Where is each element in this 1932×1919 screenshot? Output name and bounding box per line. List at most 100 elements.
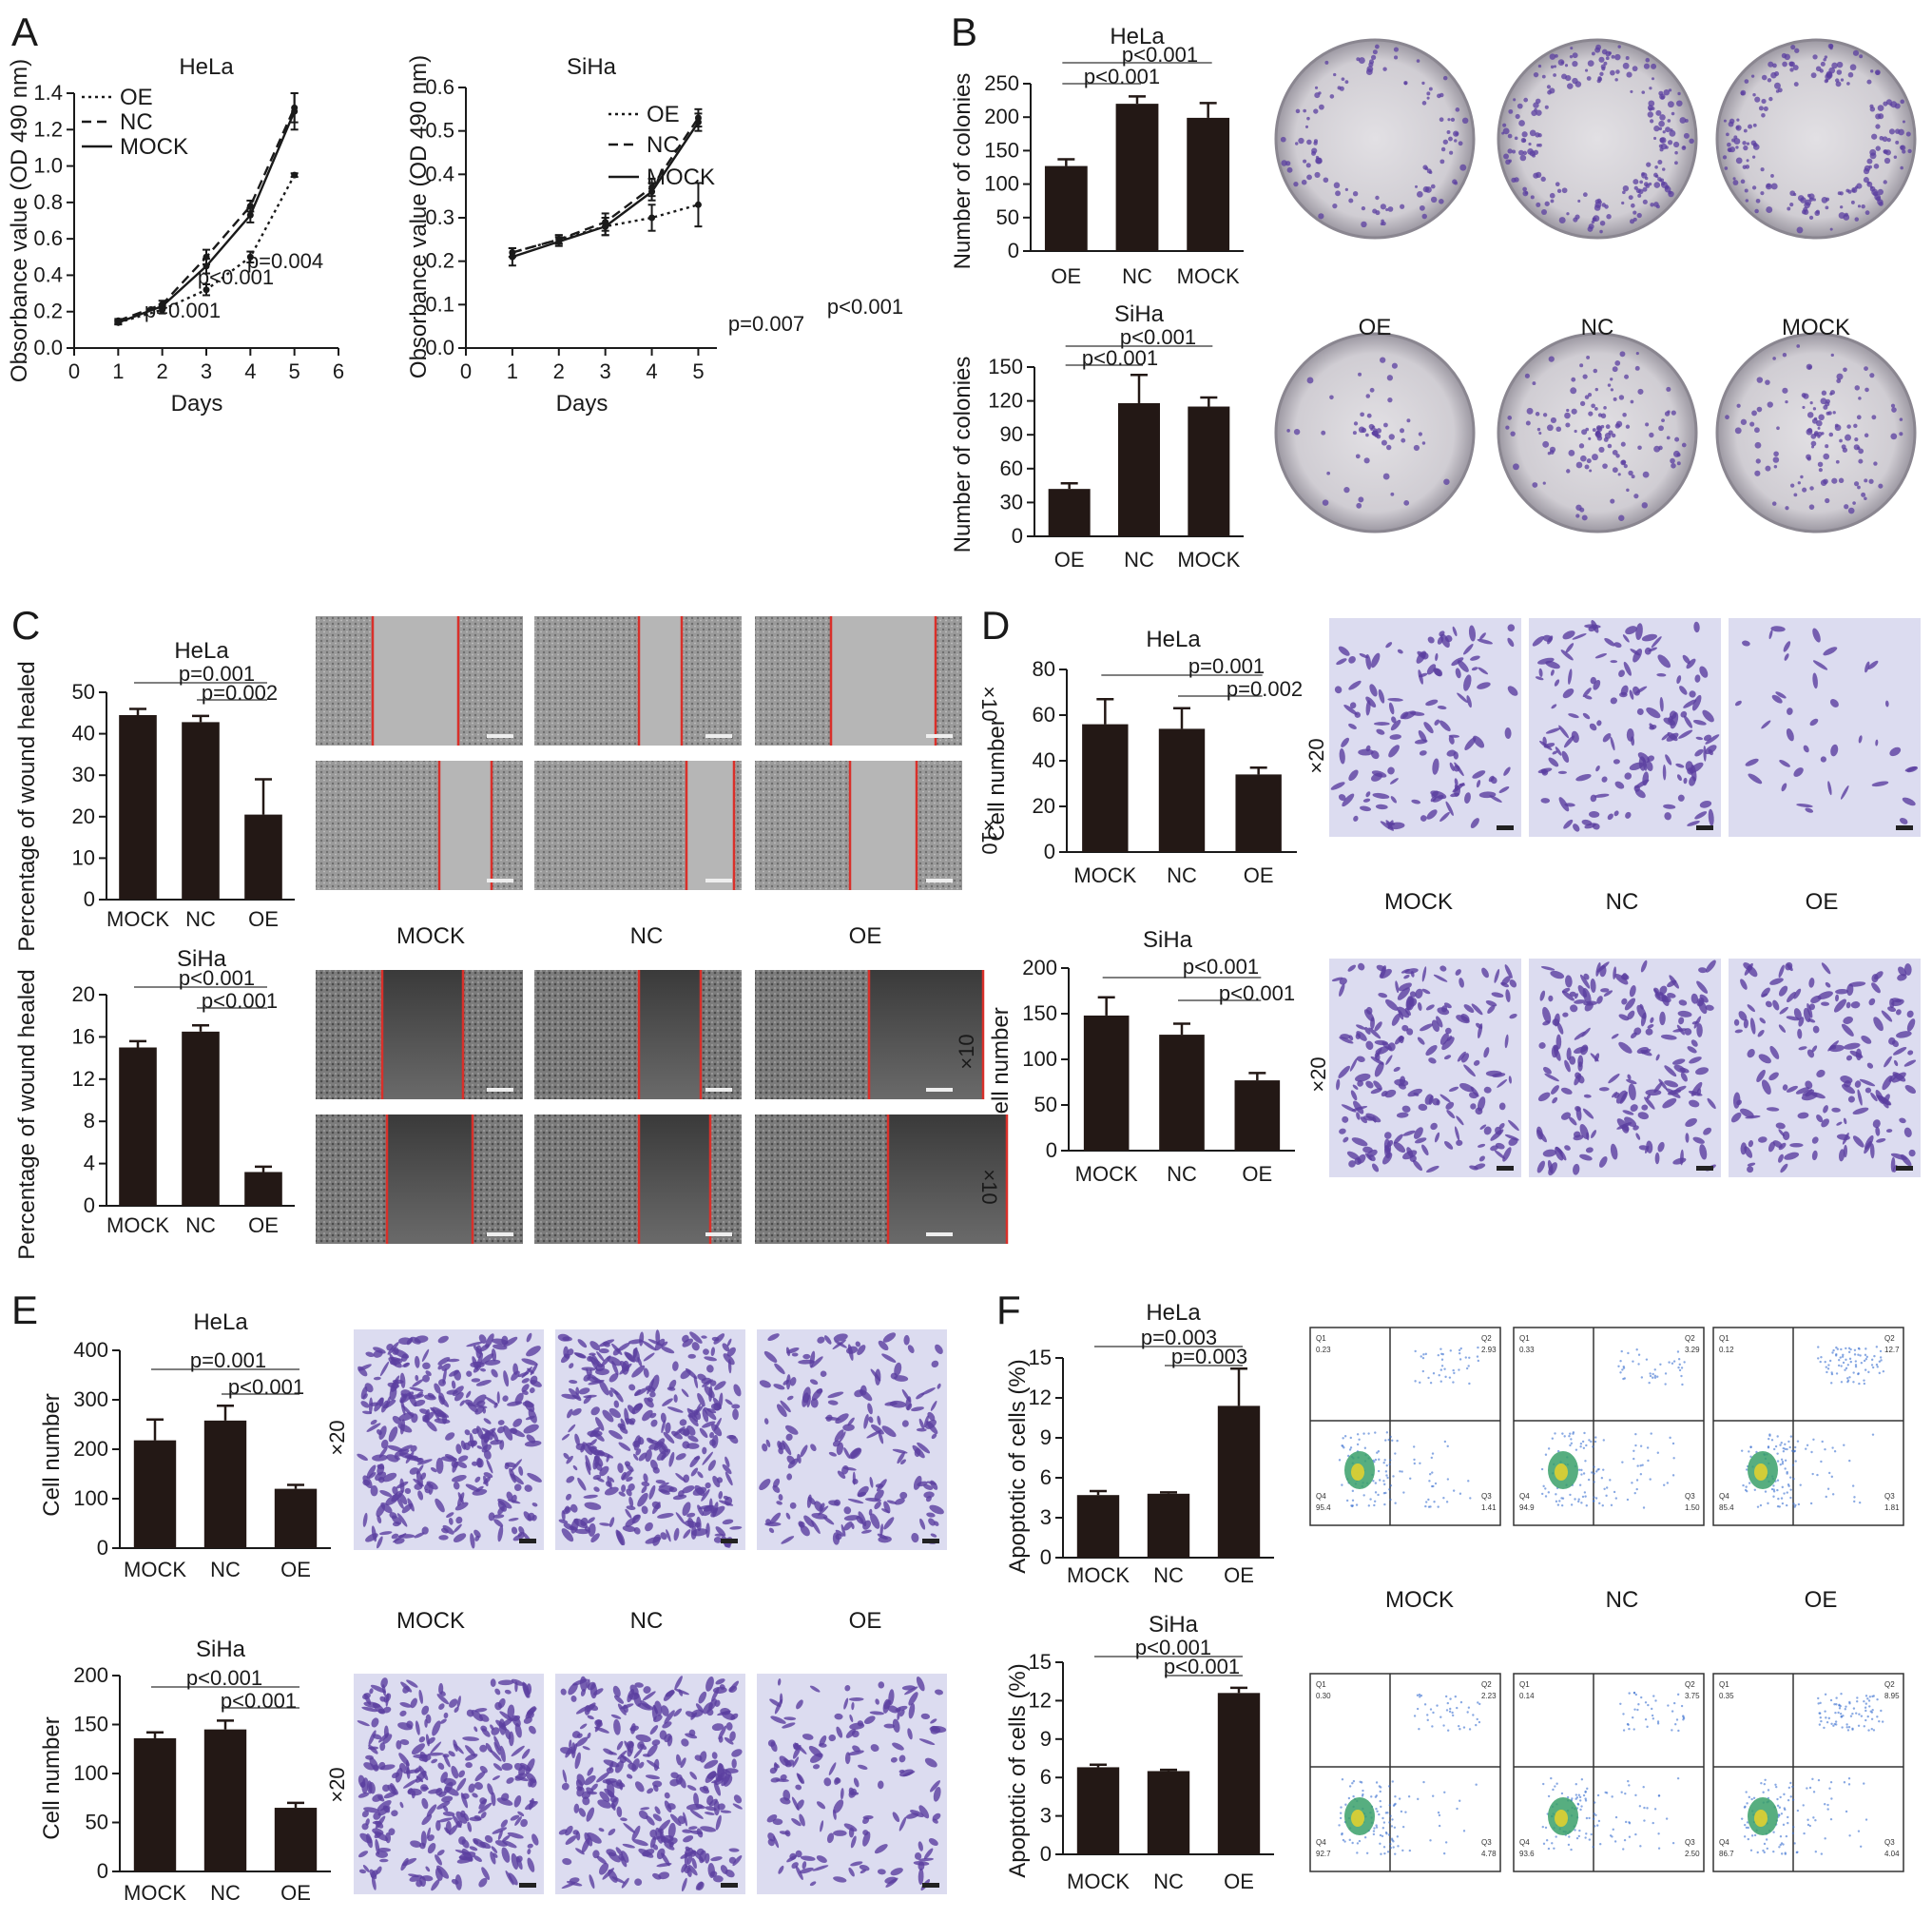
d1-y-tick-label: 80 (1033, 657, 1055, 681)
migration-image-1 (1329, 618, 1521, 837)
stained-cell (1430, 796, 1437, 803)
stained-cell (1843, 1117, 1847, 1125)
flow-event (1387, 1785, 1391, 1788)
flow-event (1675, 1718, 1679, 1721)
colony-dot (1854, 385, 1861, 391)
flow-event (1394, 1794, 1397, 1798)
colony-dot (1368, 59, 1375, 65)
stained-cell (589, 1373, 599, 1382)
stained-cell (1354, 711, 1362, 718)
flow-event (1859, 1354, 1862, 1357)
colony-dot (1580, 455, 1587, 462)
stained-cell (862, 1831, 871, 1847)
flow-event (1863, 1382, 1866, 1386)
stained-cell (632, 1839, 648, 1847)
stained-cell (682, 1338, 694, 1347)
colony-dot (1637, 445, 1642, 451)
flow-event (1789, 1781, 1792, 1785)
b2-y-label: Number of colonies (950, 357, 976, 553)
flow-event (1657, 1832, 1660, 1835)
e1-y-tick-label: 400 (73, 1338, 108, 1362)
stained-cell (357, 1792, 370, 1798)
flow-event (1394, 1852, 1397, 1855)
flow-event (1584, 1797, 1587, 1800)
stained-cell (1586, 1132, 1590, 1141)
colony-dot (1323, 177, 1329, 184)
stained-cell (1778, 1024, 1787, 1033)
stained-cell (1603, 990, 1613, 997)
flow-event (1388, 1488, 1391, 1491)
colony-dot (1623, 463, 1628, 469)
stained-cell (1376, 728, 1385, 735)
flow-event (1356, 1443, 1360, 1446)
flow-event (1547, 1794, 1551, 1798)
flow-event (1375, 1781, 1379, 1784)
colony-dot (1771, 501, 1777, 506)
stained-cell (1742, 640, 1750, 647)
stained-cell (1374, 1061, 1384, 1077)
stained-cell (1638, 1145, 1649, 1151)
stained-cell (596, 1772, 610, 1783)
stained-cell (1864, 661, 1870, 673)
flow-event (1782, 1843, 1785, 1846)
flow-event (1442, 1497, 1445, 1500)
wound-image-2-1 (316, 761, 523, 890)
stained-cell (423, 1394, 436, 1401)
colony-dot (1332, 204, 1338, 209)
colony-dot (1732, 180, 1739, 185)
flow-event (1602, 1439, 1605, 1442)
colony-dot (1550, 199, 1555, 204)
b2-y-tick-label: 120 (988, 389, 1023, 413)
stained-cell (699, 1751, 707, 1763)
colony-dot (1831, 62, 1838, 69)
flow-event (1458, 1724, 1460, 1728)
stained-cell (585, 1454, 591, 1471)
stained-cell (800, 1524, 810, 1537)
flow-event (1568, 1434, 1571, 1438)
stained-cell (1341, 737, 1349, 747)
stained-cell (726, 1347, 736, 1357)
colony-dot (1329, 94, 1335, 99)
colony-dot (1793, 82, 1799, 87)
colony-dot (1878, 483, 1884, 489)
stained-cell (412, 1379, 424, 1387)
stained-cell (686, 1867, 692, 1877)
flow-event (1379, 1799, 1381, 1803)
colony-dot (1390, 492, 1395, 496)
stained-cell (827, 1400, 839, 1405)
stained-cell (1592, 823, 1600, 830)
flow-event (1409, 1477, 1412, 1480)
stained-cell (1626, 1078, 1637, 1085)
scale-bar (922, 1883, 939, 1888)
stained-cell (1870, 1092, 1878, 1102)
colony-dot (1663, 88, 1671, 96)
flow-event (1823, 1726, 1826, 1730)
stained-cell (1385, 642, 1393, 649)
stained-cell (875, 1483, 883, 1488)
stained-cell (1554, 679, 1560, 687)
flow-event (1806, 1444, 1809, 1446)
colony-dot (1592, 454, 1598, 461)
colony-dot (1461, 117, 1469, 125)
stained-cell (1342, 1115, 1349, 1123)
f1-y-label: Apoptotic of cells (%) (1005, 1359, 1031, 1573)
stained-cell (691, 1849, 705, 1863)
invasion-image-4 (354, 1674, 544, 1894)
stained-cell (1562, 1012, 1569, 1018)
stained-cell (1427, 636, 1435, 644)
colony-dot (1884, 157, 1891, 165)
flow-event (1459, 1358, 1462, 1361)
stained-cell (631, 1514, 641, 1524)
stained-cell (869, 1476, 874, 1488)
stained-cell (1852, 1107, 1869, 1115)
stained-cell (828, 1500, 840, 1506)
panel-letters: A B C D E F (11, 10, 1021, 1332)
colony-dot (1882, 136, 1888, 143)
stained-cell (481, 1444, 492, 1453)
flow-event (1563, 1435, 1566, 1438)
stained-cell (705, 1522, 710, 1539)
colony-dot (1781, 52, 1787, 59)
stained-cell (1355, 1024, 1366, 1030)
colony-dot (1665, 145, 1669, 149)
